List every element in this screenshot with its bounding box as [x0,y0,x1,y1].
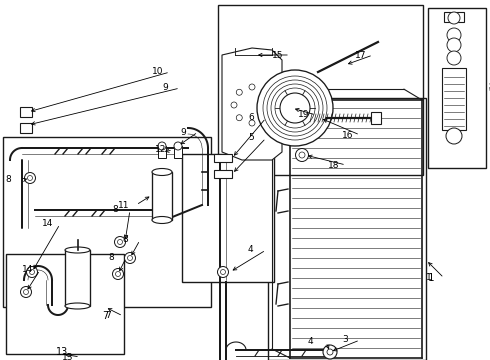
Text: 13: 13 [56,347,68,357]
Bar [214,154,232,162]
Circle shape [27,175,32,180]
Bar [268,98,426,360]
Bar [65,250,90,306]
Circle shape [290,103,300,113]
Bar [444,12,464,22]
Ellipse shape [65,247,90,253]
Bar [442,68,466,130]
Circle shape [124,252,136,264]
Text: 16: 16 [342,130,353,139]
Text: 8: 8 [5,175,11,184]
Circle shape [113,269,123,279]
Circle shape [271,84,319,132]
Text: 1: 1 [426,274,432,283]
Ellipse shape [152,216,172,224]
Text: 15: 15 [272,50,284,59]
Bar [6,254,124,354]
Circle shape [262,89,268,95]
Ellipse shape [152,168,172,175]
Text: 1: 1 [428,273,435,283]
Text: 6: 6 [248,113,254,122]
Circle shape [267,80,323,136]
Circle shape [299,152,305,158]
Text: 9: 9 [180,127,186,136]
Polygon shape [222,48,282,160]
Circle shape [158,142,166,150]
Circle shape [21,287,31,297]
Circle shape [116,271,121,276]
Circle shape [249,84,255,90]
Text: 11: 11 [118,201,129,210]
Circle shape [118,239,122,244]
Bar [371,112,381,124]
Circle shape [447,38,461,52]
Text: 17: 17 [355,50,367,59]
Bar [152,172,172,220]
Circle shape [446,128,462,144]
Bar [158,146,166,158]
Bar [214,170,232,178]
Text: 4: 4 [248,246,254,255]
Circle shape [236,89,242,95]
Circle shape [295,149,309,162]
Text: 13: 13 [62,352,74,360]
Text: 8: 8 [122,235,128,244]
Text: 14: 14 [42,220,53,229]
Circle shape [285,98,305,118]
Bar [182,154,274,282]
Text: 9: 9 [162,84,168,93]
Text: 7: 7 [102,311,108,321]
Circle shape [323,345,337,359]
Text: 5: 5 [248,134,254,143]
Circle shape [26,266,38,278]
Circle shape [267,102,273,108]
Circle shape [115,237,125,248]
Text: 12: 12 [155,145,167,154]
Circle shape [174,142,182,150]
Circle shape [262,115,268,121]
Circle shape [24,172,35,184]
Circle shape [24,289,28,294]
Text: 8: 8 [112,206,118,215]
Bar [3,137,211,307]
Circle shape [220,270,225,274]
Text: 7: 7 [105,311,111,320]
Circle shape [280,93,310,123]
Circle shape [29,270,34,274]
Circle shape [275,88,315,128]
Circle shape [231,102,237,108]
Circle shape [263,76,327,140]
Bar [428,8,486,168]
Text: 10: 10 [152,68,164,77]
Bar [218,5,423,175]
Text: 2: 2 [488,83,490,93]
Text: 8: 8 [108,253,114,262]
Text: 19: 19 [298,111,310,120]
Circle shape [249,120,255,126]
Circle shape [127,256,132,261]
Ellipse shape [65,303,90,309]
Circle shape [236,115,242,121]
Text: 3: 3 [342,336,348,345]
Bar [20,107,32,117]
Circle shape [447,51,461,65]
Text: 18: 18 [328,161,340,170]
Circle shape [218,266,228,278]
Text: 4: 4 [308,338,314,346]
Text: 14: 14 [22,266,33,274]
Bar [20,123,32,133]
Circle shape [447,28,461,42]
Bar [174,146,182,158]
Circle shape [327,349,333,355]
Circle shape [257,70,333,146]
Circle shape [448,12,460,24]
Text: 2: 2 [488,84,490,93]
